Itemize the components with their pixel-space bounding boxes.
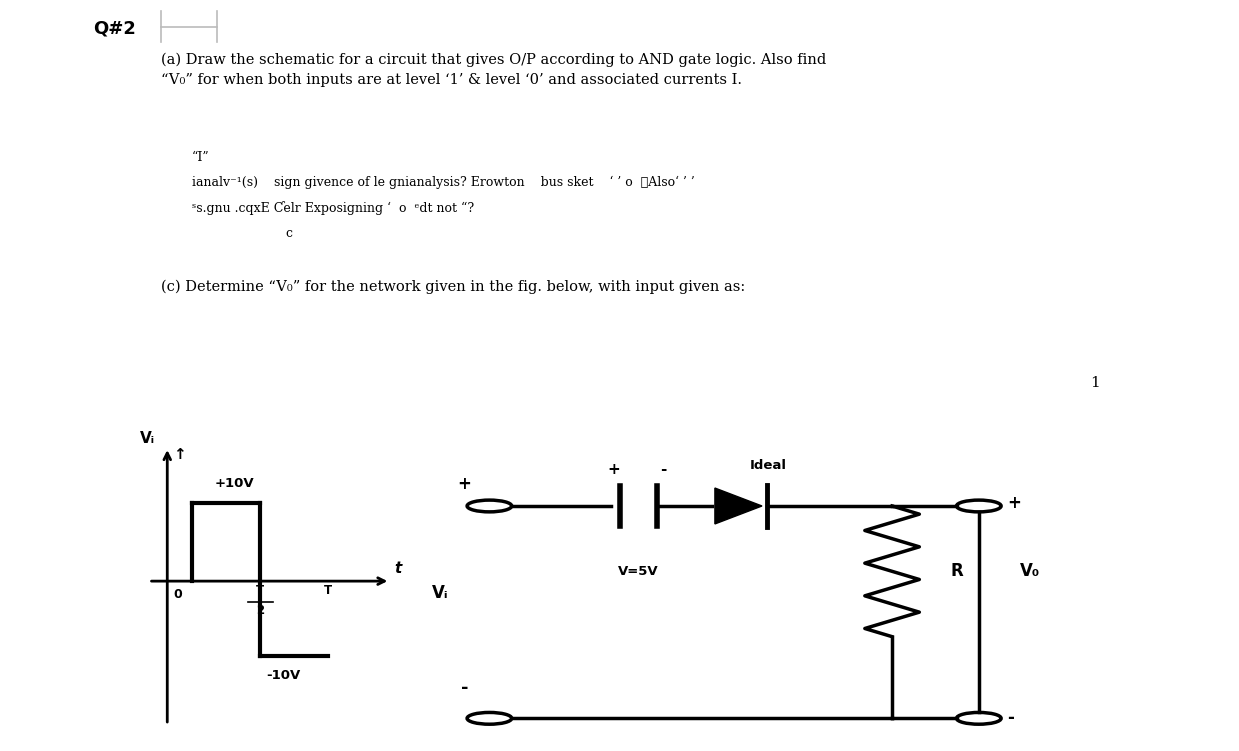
Text: Q#2: Q#2: [93, 19, 136, 37]
Text: T: T: [325, 584, 332, 597]
Text: 0: 0: [173, 587, 182, 601]
Text: t: t: [394, 561, 401, 576]
Text: (a) Draw the schematic for a circuit that gives O/P according to AND gate logic.: (a) Draw the schematic for a circuit tha…: [161, 53, 826, 87]
Text: c: c: [285, 227, 292, 240]
Text: -: -: [461, 679, 468, 697]
Text: T: T: [256, 584, 264, 597]
Text: 1: 1: [1090, 376, 1100, 391]
Text: “I”: “I”: [192, 151, 209, 164]
Text: -: -: [1007, 710, 1015, 727]
Text: +: +: [457, 475, 472, 493]
Text: ˢs.gnu .cqxE Ƈelr Exposigning ‘  o  ᵉdt not “?: ˢs.gnu .cqxE Ƈelr Exposigning ‘ o ᵉdt no…: [192, 201, 475, 216]
Text: -10V: -10V: [266, 669, 301, 683]
Text: ianalv⁻¹(s)    sign givence of le gnianalysis? Erowton    bus sket    ‘ ’ o  ⸾Al: ianalv⁻¹(s) sign givence of le gnianalys…: [192, 176, 695, 189]
Text: -: -: [659, 462, 667, 477]
Text: V₀: V₀: [1020, 562, 1040, 581]
Polygon shape: [715, 488, 762, 524]
Text: V=5V: V=5V: [618, 565, 658, 578]
Text: R: R: [950, 562, 963, 581]
Text: +10V: +10V: [214, 477, 254, 490]
Text: (c) Determine “V₀” for the network given in the fig. below, with input given as:: (c) Determine “V₀” for the network given…: [161, 280, 746, 294]
Text: Vᵢ: Vᵢ: [140, 430, 155, 445]
Text: Vᵢ: Vᵢ: [431, 584, 449, 602]
Text: Ideal: Ideal: [750, 459, 787, 472]
Text: +: +: [607, 462, 620, 477]
Text: ↑: ↑: [173, 447, 186, 462]
Text: +: +: [1007, 493, 1021, 511]
Text: 2: 2: [256, 604, 264, 617]
